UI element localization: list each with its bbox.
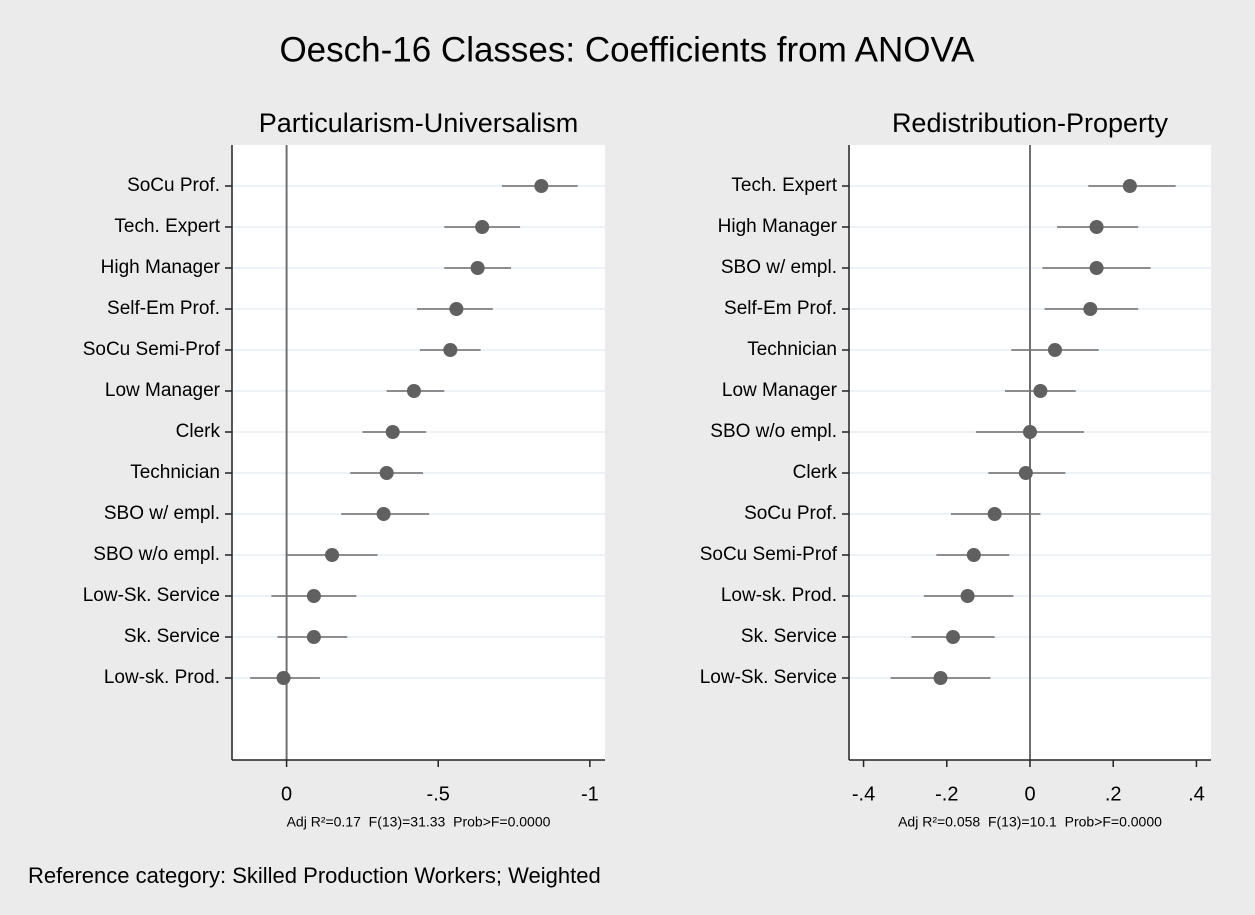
x-tick-label: -1 bbox=[581, 783, 599, 805]
y-tick-label: SoCu Semi-Prof bbox=[83, 339, 221, 360]
point bbox=[475, 220, 490, 234]
point bbox=[325, 548, 340, 562]
x-tick-label: 0 bbox=[281, 783, 292, 805]
y-tick-label: SoCu Prof. bbox=[744, 503, 837, 524]
y-tick-label: High Manager bbox=[101, 257, 221, 278]
y-tick-label: Low-sk. Prod. bbox=[104, 667, 220, 688]
chart-title: Oesch-16 Classes: Coefficients from ANOV… bbox=[279, 30, 975, 69]
point bbox=[276, 671, 291, 685]
y-tick-label: Low Manager bbox=[105, 380, 221, 401]
y-tick-label: SoCu Semi-Prof bbox=[700, 544, 838, 565]
y-tick-label: Sk. Service bbox=[124, 626, 220, 647]
point bbox=[946, 630, 961, 644]
y-tick-label: Low-sk. Prod. bbox=[721, 585, 837, 606]
point bbox=[379, 466, 394, 480]
point bbox=[306, 589, 321, 603]
x-tick-label: -.4 bbox=[852, 783, 875, 805]
y-tick-label: Clerk bbox=[793, 462, 838, 483]
point bbox=[306, 630, 321, 644]
point bbox=[933, 671, 948, 685]
y-tick-label: SBO w/ empl. bbox=[721, 257, 837, 278]
point bbox=[1047, 343, 1062, 357]
y-tick-label: Technician bbox=[747, 339, 837, 360]
point bbox=[470, 261, 485, 275]
point bbox=[966, 548, 981, 562]
point bbox=[443, 343, 458, 357]
footnote: Reference category: Skilled Production W… bbox=[28, 863, 601, 888]
point bbox=[1033, 384, 1048, 398]
y-tick-label: SBO w/o empl. bbox=[93, 544, 220, 565]
y-tick-label: Low-Sk. Service bbox=[83, 585, 220, 606]
point bbox=[987, 507, 1002, 521]
x-tick-label: -.5 bbox=[427, 783, 450, 805]
y-tick-label: Low-Sk. Service bbox=[700, 667, 837, 688]
y-tick-label: Tech. Expert bbox=[731, 175, 837, 196]
y-tick-label: Low Manager bbox=[722, 380, 838, 401]
y-tick-label: Sk. Service bbox=[741, 626, 837, 647]
y-tick-label: Self-Em Prof. bbox=[107, 298, 220, 319]
point bbox=[376, 507, 391, 521]
point bbox=[406, 384, 421, 398]
y-tick-label: Tech. Expert bbox=[114, 216, 220, 237]
panel-title: Redistribution-Property bbox=[892, 108, 1169, 138]
panel-note: Adj R²=0.058 F(13)=10.1 Prob>F=0.0000 bbox=[898, 814, 1162, 830]
y-tick-label: High Manager bbox=[718, 216, 838, 237]
panel-note: Adj R²=0.17 F(13)=31.33 Prob>F=0.0000 bbox=[287, 814, 551, 830]
x-tick-label: .2 bbox=[1105, 783, 1122, 805]
point bbox=[385, 425, 400, 439]
point bbox=[449, 302, 464, 316]
point bbox=[1083, 302, 1098, 316]
y-tick-label: SBO w/o empl. bbox=[710, 421, 837, 442]
y-tick-label: SBO w/ empl. bbox=[104, 503, 220, 524]
point bbox=[1023, 425, 1037, 439]
point bbox=[960, 589, 975, 603]
point bbox=[1089, 261, 1104, 275]
y-tick-label: SoCu Prof. bbox=[127, 175, 220, 196]
plot-area bbox=[232, 145, 605, 760]
y-tick-label: Technician bbox=[130, 462, 220, 483]
point bbox=[1018, 466, 1033, 480]
x-tick-label: -.2 bbox=[935, 783, 958, 805]
x-tick-label: 0 bbox=[1024, 783, 1035, 805]
point bbox=[534, 179, 549, 193]
y-tick-label: Clerk bbox=[176, 421, 221, 442]
point bbox=[1089, 220, 1104, 234]
y-tick-label: Self-Em Prof. bbox=[724, 298, 837, 319]
panel-title: Particularism-Universalism bbox=[259, 108, 579, 138]
point bbox=[1122, 179, 1137, 193]
x-tick-label: .4 bbox=[1188, 783, 1205, 805]
